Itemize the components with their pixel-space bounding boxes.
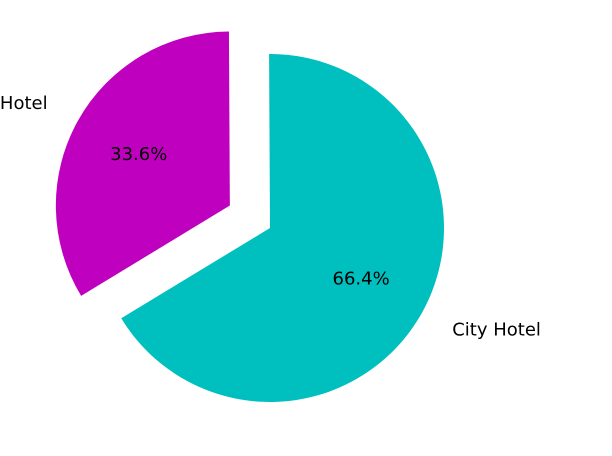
pie-category-label-city-hotel: City Hotel [452, 319, 541, 340]
pie-slice-resort-hotel [55, 31, 230, 296]
pie-percent-label-resort-hotel: 33.6% [110, 144, 167, 165]
pie-category-label-resort-hotel: Resort Hotel [0, 93, 48, 114]
pie-percent-label-city-hotel: 66.4% [333, 268, 390, 289]
pie-slice-city-hotel [121, 54, 444, 403]
